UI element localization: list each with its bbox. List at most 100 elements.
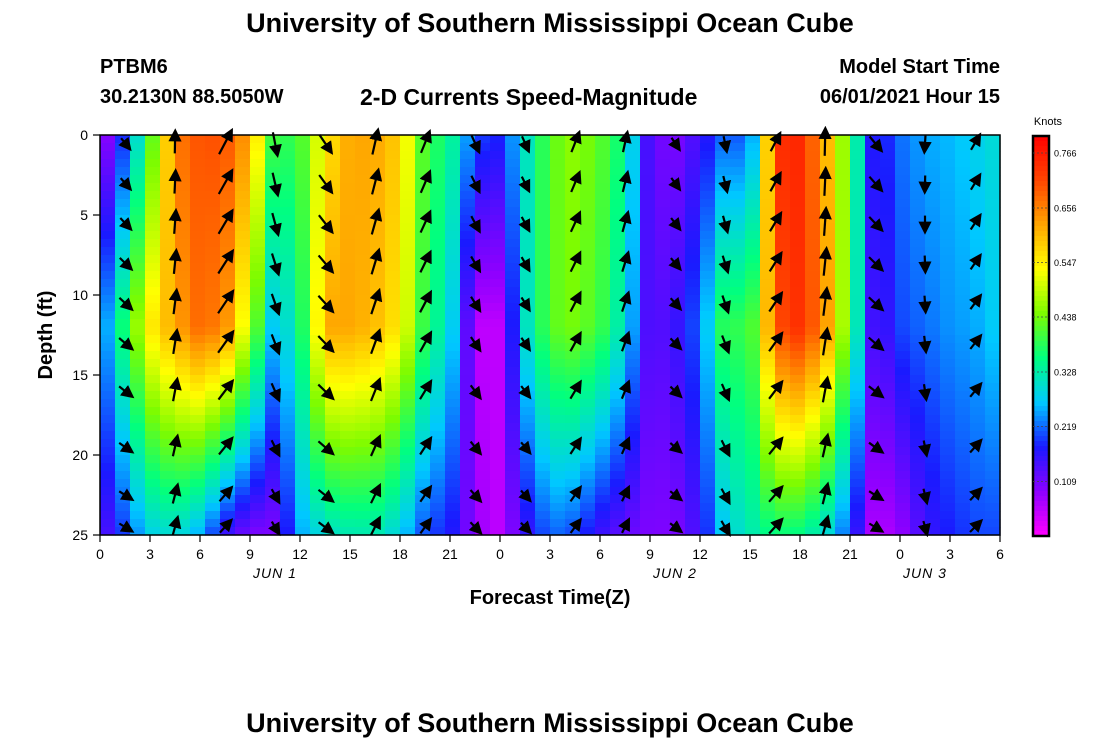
heatmap-cell [355,495,371,504]
heatmap-cell [205,527,221,536]
heatmap-cell [760,183,776,192]
heatmap-cell [220,351,236,360]
heatmap-cell [445,143,461,152]
heatmap-cell [865,279,881,288]
heatmap-cell [145,183,161,192]
heatmap-cell [925,399,941,408]
heatmap-cell [610,383,626,392]
heatmap-cell [685,183,701,192]
heatmap-cell [985,143,1001,152]
heatmap-cell [430,167,446,176]
heatmap-cell [700,263,716,272]
heatmap-cell [895,487,911,496]
heatmap-cell [820,287,836,296]
heatmap-cell [925,231,941,240]
heatmap-cell [580,463,596,472]
current-arrow [569,250,582,273]
heatmap-cell [235,415,251,424]
current-arrow [768,436,784,455]
heatmap-cell [205,487,221,496]
heatmap-cell [985,191,1001,200]
heatmap-cell [340,287,356,296]
current-arrow [468,296,482,314]
heatmap-cell [790,239,806,248]
heatmap-cell [100,271,116,280]
heatmap-cell [670,279,686,288]
heatmap-cell [130,439,146,448]
heatmap-cell [805,431,821,440]
heatmap-cell [700,519,716,528]
heatmap-cell [715,311,731,320]
heatmap-cell [820,391,836,400]
heatmap-cell [175,279,191,288]
heatmap-cell [205,159,221,168]
heatmap-cell [760,135,776,144]
heatmap-cell [475,159,491,168]
heatmap-cell [715,471,731,480]
heatmap-cell [205,367,221,376]
heatmap-cell [550,383,566,392]
heatmap-cell [430,231,446,240]
heatmap-cell [625,199,641,208]
heatmap-cell [925,519,941,528]
heatmap-cell [400,215,416,224]
heatmap-cell [175,167,191,176]
heatmap-cell [760,279,776,288]
heatmap-cell [715,375,731,384]
heatmap-cell [730,247,746,256]
heatmap-cell [175,143,191,152]
heatmap-cell [805,495,821,504]
heatmap-cell [310,447,326,456]
heatmap-cell [445,207,461,216]
heatmap-cell [385,311,401,320]
heatmap-cell [385,327,401,336]
heatmap-cell [850,319,866,328]
heatmap-cell [790,375,806,384]
heatmap-cell [580,495,596,504]
heatmap-cell [700,407,716,416]
heatmap-cell [250,135,266,144]
heatmap-cell [985,231,1001,240]
heatmap-cell [340,487,356,496]
heatmap-cell [940,183,956,192]
heatmap-cell [955,343,971,352]
heatmap-cell [235,519,251,528]
heatmap-cell [100,287,116,296]
heatmap-cell [415,407,431,416]
heatmap-cell [160,415,176,424]
heatmap-cell [400,471,416,480]
heatmap-cell [730,191,746,200]
heatmap-cell [385,495,401,504]
heatmap-cell [355,143,371,152]
heatmap-cell [790,255,806,264]
heatmap-cell [820,231,836,240]
heatmap-cell [925,335,941,344]
colorbar-swatch [1033,186,1049,192]
heatmap-cell [460,511,476,520]
current-arrow [118,384,135,399]
heatmap-cell [940,303,956,312]
heatmap-cell [460,359,476,368]
heatmap-cell [190,351,206,360]
heatmap-cell [940,399,956,408]
heatmap-cell [760,367,776,376]
heatmap-cell [655,183,671,192]
heatmap-cell [580,223,596,232]
heatmap-cell [415,231,431,240]
heatmap-cell [610,199,626,208]
heatmap-cell [580,455,596,464]
heatmap-cell [235,391,251,400]
heatmap-cell [880,495,896,504]
heatmap-cell [130,295,146,304]
heatmap-cell [490,367,506,376]
heatmap-cell [940,215,956,224]
heatmap-cell [805,207,821,216]
heatmap-cell [265,311,281,320]
current-arrow [168,482,182,504]
current-arrow [468,489,483,504]
colorbar-swatch [1033,291,1049,297]
heatmap-cell [310,271,326,280]
heatmap-cell [160,527,176,536]
heatmap-cell [175,135,191,144]
heatmap-cell [685,519,701,528]
